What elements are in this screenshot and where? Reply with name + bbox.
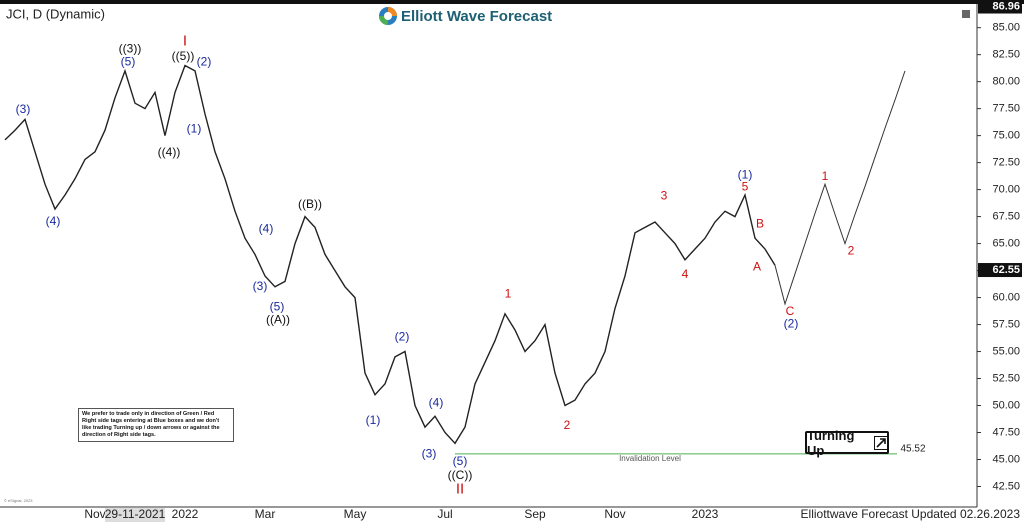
y-tick-label: 80.00 [992, 76, 1020, 88]
wave-label: 3 [661, 188, 668, 202]
footer: Elliottwave Forecast Updated 02.26.2023 [801, 507, 1021, 521]
wave-label: (5) [121, 54, 136, 68]
price-line [4, 64, 776, 445]
logo-icon [379, 7, 397, 25]
wave-label: (1) [366, 413, 381, 427]
y-tick-label: 45.00 [992, 453, 1020, 465]
wave-label: (2) [395, 330, 410, 344]
x-tick-label: Sep [524, 507, 546, 521]
wave-label: (5) [270, 299, 285, 313]
high-price-tag-bg [978, 0, 1022, 14]
x-tick-label: Nov [84, 507, 105, 521]
y-tick-label: 52.50 [992, 372, 1020, 384]
y-tick-label: 75.00 [992, 130, 1020, 142]
wave-label: (5) [453, 454, 468, 468]
wave-label: (3) [253, 279, 268, 293]
invalidation-label: 45.52 [900, 444, 925, 455]
last-price-tag-bg [978, 263, 1022, 278]
y-tick-label: 42.50 [992, 480, 1020, 492]
symbol-title: JCI, D (Dynamic) [6, 6, 105, 21]
y-tick-label: 72.50 [992, 157, 1020, 169]
y-tick-label: 50.00 [992, 399, 1020, 411]
wave-label: I [183, 33, 187, 50]
top-bar [0, 0, 1024, 4]
y-tick-label: 85.00 [992, 22, 1020, 34]
x-tick-label: May [344, 507, 367, 521]
x-tick-label: 29-11-2021 [105, 507, 166, 521]
wave-label: 2 [848, 243, 855, 257]
badge-text: Turning Up [807, 427, 855, 458]
wave-label: ((5)) [172, 49, 195, 63]
wave-label: C [786, 304, 795, 318]
wave-label: ((B)) [298, 197, 322, 211]
y-tick-label: 67.50 [992, 211, 1020, 223]
x-tick-label: Nov [604, 507, 625, 521]
x-tick-label: Jul [437, 507, 452, 521]
y-tick-label: 55.00 [992, 345, 1020, 357]
wave-label: 1 [822, 169, 829, 183]
y-tick-label: 82.50 [992, 49, 1020, 61]
y-tick-label: 60.00 [992, 291, 1020, 303]
wave-label: ((4)) [158, 145, 181, 159]
crosshair-label-bg [105, 508, 165, 522]
wave-label: 1 [505, 286, 512, 300]
wave-label: A [753, 260, 761, 274]
wave-label: (1) [187, 121, 202, 135]
badge: Turning Up [805, 428, 889, 458]
invalidation-text: Invalidation Level [619, 454, 681, 463]
last-price-tag: 62.55 [992, 264, 1020, 276]
wave-label: (3) [422, 446, 437, 460]
wave-label: B [756, 216, 764, 230]
wave-label: 4 [682, 267, 689, 281]
wave-label: (4) [259, 222, 274, 236]
logo-text: Elliott Wave Forecast [401, 8, 552, 25]
wave-label: 2 [564, 418, 571, 432]
high-price-tag: 86.96 [992, 0, 1020, 12]
wave-label: (2) [784, 317, 799, 331]
y-tick-label: 47.50 [992, 426, 1020, 438]
wave-label: (4) [429, 396, 444, 410]
wave-label: (2) [197, 54, 212, 68]
x-tick-label: Mar [255, 507, 276, 521]
note: We prefer to trade only in direction of … [78, 408, 234, 442]
y-tick-label: 57.50 [992, 318, 1020, 330]
wave-label: (4) [46, 214, 61, 228]
x-tick-label: 2022 [172, 507, 199, 521]
settings-icon [962, 10, 970, 18]
y-tick-label: 70.00 [992, 184, 1020, 196]
wave-label: (3) [16, 102, 31, 116]
price-line [774, 70, 906, 306]
wave-label: 5 [742, 180, 749, 194]
wave-label: (1) [738, 168, 753, 182]
wave-label: ((C)) [448, 468, 473, 482]
y-tick-label: 65.00 [992, 237, 1020, 249]
y-tick-label: 77.50 [992, 103, 1020, 115]
badge-arrow [873, 435, 887, 450]
wave-label: ((A)) [266, 312, 290, 326]
x-tick-label: 2023 [692, 507, 719, 521]
copyright: © eSignal, 2023 [4, 498, 33, 503]
wave-label: ((3)) [119, 41, 142, 55]
wave-label: II [456, 481, 464, 498]
